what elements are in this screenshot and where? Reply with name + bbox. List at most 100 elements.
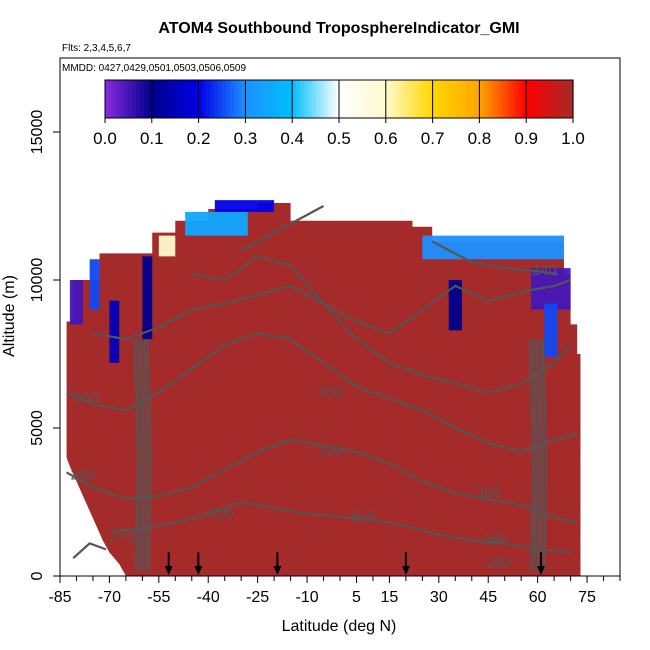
- colorbar-cell: [366, 80, 371, 118]
- colorbar-cell: [237, 80, 243, 118]
- colorbar-cell: [327, 80, 332, 118]
- colorbar-cell: [569, 80, 574, 118]
- colorbar-cell: [335, 80, 340, 118]
- down-arrow-icon: [401, 552, 410, 575]
- colorbar-cell: [296, 80, 301, 118]
- colorbar-cell: [385, 80, 391, 118]
- colorbar-cell: [424, 80, 430, 118]
- y-axis-label: Altitude (m): [1, 275, 18, 357]
- y-axis: 0 5000 10000 15000: [29, 110, 60, 580]
- colorbar-cell: [413, 80, 418, 118]
- colorbar-cell: [545, 80, 551, 118]
- colorbar-cell: [284, 80, 289, 118]
- isentrope-line-4: [92, 278, 571, 341]
- colorbar-cell: [436, 80, 441, 118]
- colorbar-cell: [381, 80, 387, 118]
- isentrope-line-3: [191, 255, 572, 394]
- colorbar-tick-label: 0.2: [187, 129, 211, 148]
- colorbar-tick-label: 0.4: [280, 129, 304, 148]
- x-tick-label: -40: [197, 589, 220, 606]
- colorbar-cell: [530, 80, 535, 118]
- colorbar-cell: [374, 80, 379, 118]
- intrusion-patch-9: [531, 268, 571, 310]
- colorbar-cell: [389, 80, 395, 118]
- colorbar-cell: [140, 80, 145, 118]
- arrow-head: [194, 566, 203, 575]
- colorbar-cell: [397, 80, 402, 118]
- colorbar-cell: [346, 80, 352, 118]
- colorbar-cell: [233, 80, 239, 118]
- colorbar-cell: [553, 80, 558, 118]
- isentrope-steep-1-4: [541, 339, 548, 571]
- colorbar-cell: [128, 80, 133, 118]
- colorbar-cell: [112, 80, 118, 118]
- colorbar-cell: [339, 80, 344, 118]
- colorbar-cell: [401, 80, 406, 118]
- isentrope-steep-1-3: [538, 339, 544, 571]
- flights-subtitle: Flts: 2,3,4,5,6,7: [62, 43, 131, 54]
- colorbar-cell: [206, 80, 211, 118]
- down-arrow-icon: [536, 552, 545, 575]
- y-tick-label: 0: [29, 571, 46, 580]
- isentrope-line-0: [66, 332, 578, 453]
- colorbar-cell: [120, 80, 126, 118]
- colorbar-cell: [288, 80, 293, 118]
- colorbar-cell: [303, 80, 309, 118]
- y-tick-label: 10000: [29, 258, 46, 303]
- colorbar-cell: [440, 80, 445, 118]
- colorbar-cell: [557, 80, 562, 118]
- colorbar-cell: [151, 80, 157, 118]
- colorbar-cell: [218, 80, 223, 118]
- colorbar-cell: [229, 80, 235, 118]
- contour-label-7: 290: [482, 531, 507, 548]
- colorbar-tick-label: 0.8: [468, 129, 492, 148]
- colorbar-cell: [487, 80, 492, 118]
- contour-label-5: 300: [209, 505, 234, 522]
- colorbar-cell: [144, 80, 149, 118]
- contour-label-8: 280: [71, 466, 96, 483]
- colorbar-cell: [214, 80, 219, 118]
- colorbar-cell: [116, 80, 122, 118]
- contour-label-4: 300: [476, 484, 501, 501]
- colorbar-cell: [280, 80, 285, 118]
- colorbar-cell: [409, 80, 414, 118]
- colorbar-cell: [319, 80, 324, 118]
- colorbar-cell: [370, 80, 375, 118]
- intrusion-patch-0: [69, 280, 84, 325]
- colorbar-cell: [261, 80, 266, 118]
- dates-subtitle: MMDD: 0427,0429,0501,0503,0506,0509: [62, 63, 246, 74]
- sonde-arrows: [164, 552, 545, 575]
- isentrope-line-6: [431, 240, 558, 276]
- down-arrow-icon: [273, 552, 282, 575]
- down-arrow-icon: [194, 552, 203, 575]
- colorbar-cell: [565, 80, 570, 118]
- colorbar-cell: [541, 80, 547, 118]
- x-tick-label: 15: [381, 589, 399, 606]
- colorbar-cell: [498, 80, 504, 118]
- colorbar-cell: [300, 80, 305, 118]
- contour-labels: 340 330 320 310 300 300 290 290 280 280 270: [71, 262, 557, 572]
- isentrope-steep-0-1: [136, 339, 143, 571]
- colorbar-cell: [483, 80, 488, 118]
- colorbar-cell: [475, 80, 480, 118]
- intrusion-patch-6: [214, 200, 275, 212]
- colorbar-cell: [342, 80, 348, 118]
- contour-label-0: 340: [532, 262, 557, 279]
- x-tick-label: 45: [479, 589, 497, 606]
- colorbar-cell: [323, 80, 328, 118]
- contour-label-1: 330: [318, 383, 343, 400]
- intrusion-patch-8: [448, 280, 462, 331]
- colorbar-cell: [452, 80, 457, 118]
- colorbar-cell: [549, 80, 555, 118]
- colorbar-cell: [132, 80, 137, 118]
- colorbar-cell: [272, 80, 278, 118]
- isentrope-steep-0-4: [146, 339, 152, 571]
- colorbar-cell: [307, 80, 313, 118]
- colorbar-tick-label: 0.3: [234, 129, 258, 148]
- colorbar-cell: [393, 80, 399, 118]
- isentrope-steep-0-2: [140, 339, 146, 571]
- colorbar-cell: [225, 80, 231, 118]
- colorbar-cell: [537, 80, 543, 118]
- x-tick-label: 30: [430, 589, 448, 606]
- colorbar-cell: [198, 80, 204, 118]
